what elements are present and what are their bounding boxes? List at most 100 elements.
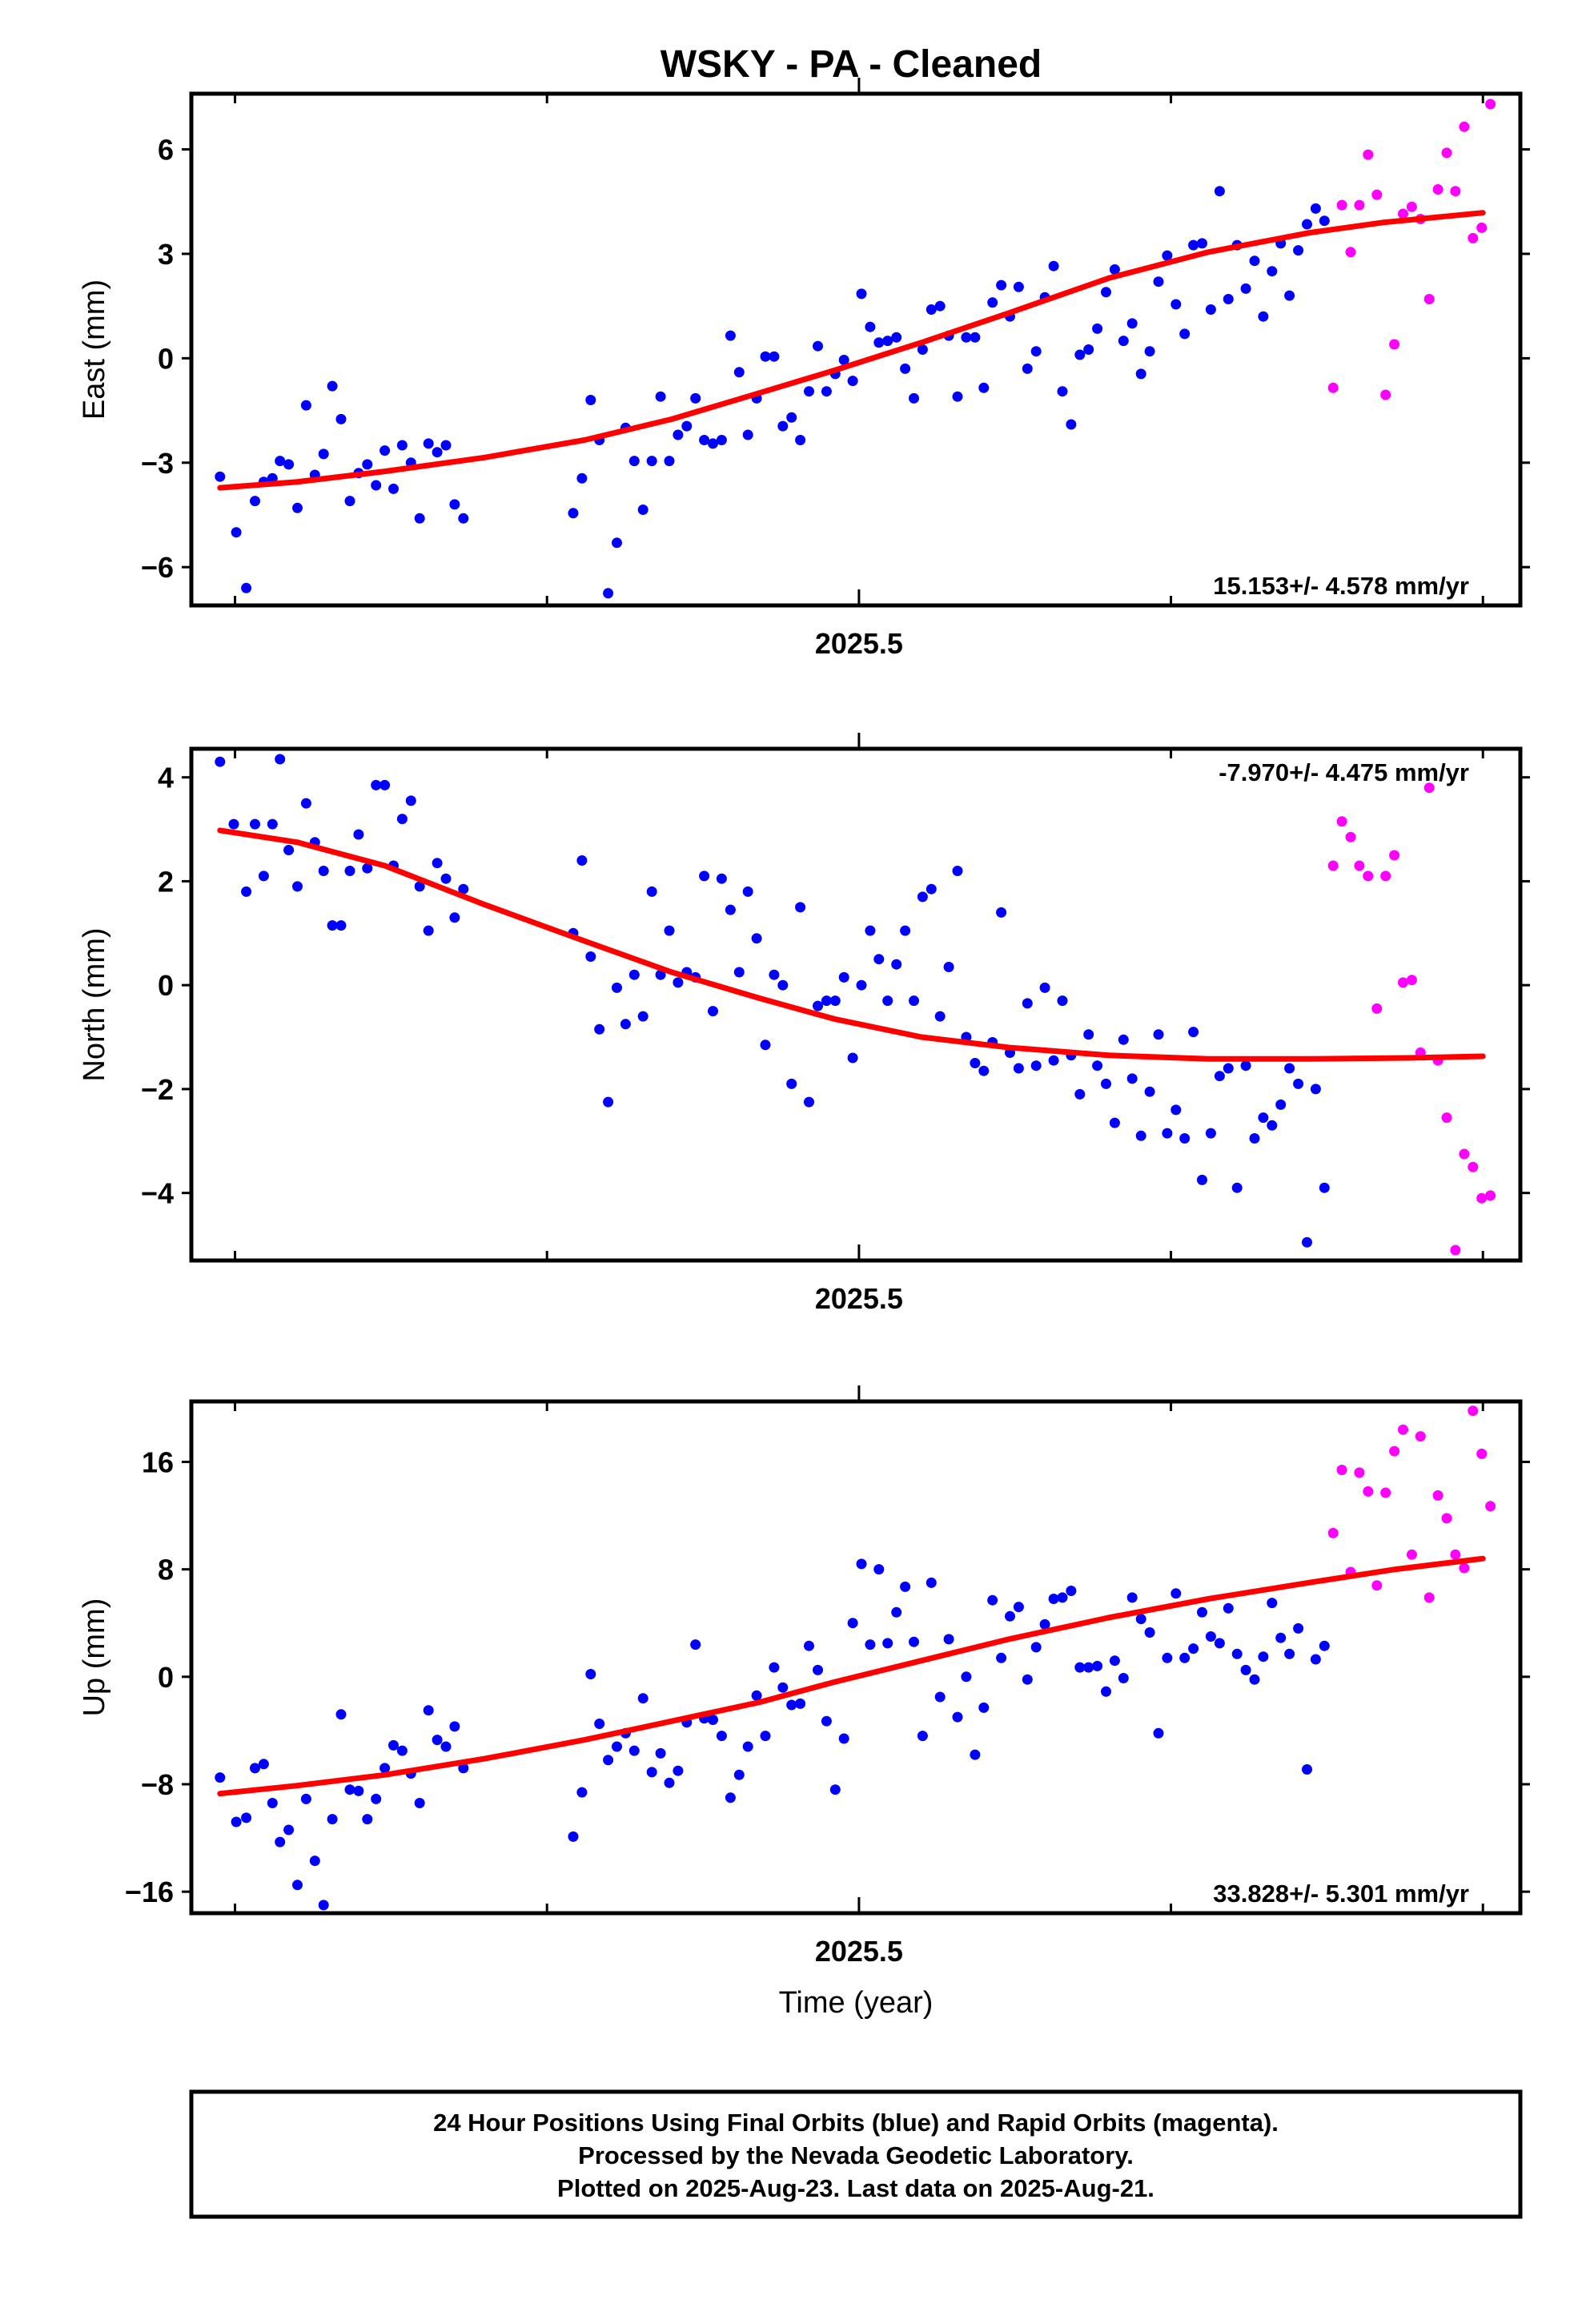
data-point (1432, 184, 1443, 195)
data-point (1293, 1078, 1304, 1089)
data-point (258, 1759, 269, 1770)
data-point (847, 1618, 858, 1629)
data-point (1223, 294, 1234, 304)
data-point (716, 435, 727, 445)
data-point (1179, 328, 1191, 340)
y-tick-label: 16 (142, 1445, 174, 1478)
data-point (1302, 1764, 1312, 1775)
data-point (1179, 1133, 1191, 1144)
data-point (699, 435, 710, 445)
data-point (275, 1836, 286, 1848)
data-point (725, 330, 736, 341)
data-point (1179, 1652, 1191, 1663)
data-point (891, 1606, 902, 1618)
y-tick-label: −3 (141, 447, 174, 480)
data-point (873, 1564, 885, 1575)
data-point (637, 1011, 648, 1022)
data-point (1258, 1112, 1269, 1124)
data-point (250, 818, 260, 830)
data-point (1389, 850, 1400, 861)
data-point (1275, 1632, 1287, 1643)
data-point (449, 499, 460, 510)
data-point (1057, 995, 1068, 1007)
data-point (432, 1735, 443, 1746)
data-point (1101, 287, 1111, 298)
data-point (996, 1652, 1007, 1663)
footer-line-2: Processed by the Nevada Geodetic Laborat… (578, 2141, 1134, 2169)
data-point (673, 429, 684, 440)
data-point (1354, 860, 1365, 871)
data-point (1380, 1487, 1391, 1498)
data-point (1170, 1104, 1182, 1116)
data-point (267, 1798, 278, 1808)
footer-line-3: Plotted on 2025-Aug-23. Last data on 202… (557, 2174, 1154, 2202)
data-point (664, 456, 675, 467)
data-point (891, 332, 902, 343)
data-point (1468, 232, 1479, 243)
data-point (362, 1814, 373, 1825)
data-point (318, 1900, 329, 1911)
data-point (655, 1747, 666, 1759)
data-point (250, 1763, 260, 1774)
data-point (646, 886, 657, 897)
data-point (690, 392, 701, 404)
data-point (1319, 1640, 1330, 1651)
data-point (1039, 1618, 1050, 1630)
data-point (786, 412, 797, 423)
data-point (909, 1636, 919, 1647)
up-series-final (215, 1558, 1330, 1911)
data-point (777, 979, 789, 991)
chart-title: WSKY - PA - Cleaned (661, 43, 1042, 86)
data-point (379, 779, 391, 790)
data-point (987, 297, 998, 308)
data-point (1197, 1606, 1207, 1618)
data-point (856, 1558, 867, 1570)
data-point (1423, 782, 1435, 794)
data-point (1231, 1182, 1243, 1193)
data-point (795, 435, 806, 445)
data-point (838, 1733, 849, 1744)
data-point (1153, 276, 1164, 287)
data-point (283, 845, 295, 855)
data-point (1092, 323, 1103, 334)
trend-line (217, 827, 1486, 1062)
y-tick-label: 8 (158, 1554, 174, 1586)
data-point (1363, 1486, 1374, 1497)
data-point (458, 883, 469, 895)
y-tick-label: −4 (141, 1177, 174, 1210)
data-point (1450, 1244, 1461, 1256)
data-point (1197, 238, 1207, 249)
data-point (318, 866, 329, 876)
y-tick-label: −6 (141, 551, 174, 584)
y-tick-label: 0 (158, 342, 174, 375)
data-point (900, 1581, 911, 1592)
data-point (1022, 1674, 1033, 1685)
data-point (1109, 1117, 1120, 1128)
data-point (865, 925, 876, 936)
plot-frame (189, 91, 1523, 608)
data-point (1188, 1643, 1199, 1655)
data-point (396, 814, 408, 825)
data-point (1074, 349, 1086, 360)
data-point (1319, 215, 1330, 227)
panels-group: −6 −3 0 3 6 2025.5 15.153+/- 4.578 mm/yr East (… (78, 78, 1530, 2020)
data-point (943, 1634, 954, 1645)
data-point (673, 1765, 684, 1776)
y-axis-label: Up (mm) (78, 1598, 111, 1717)
data-point (628, 969, 640, 980)
data-point (432, 447, 443, 458)
data-point (777, 420, 789, 432)
data-point (432, 858, 443, 869)
data-point (847, 376, 858, 387)
y-tick-label: −16 (125, 1876, 174, 1908)
data-point (1450, 186, 1461, 197)
data-point (440, 1741, 452, 1752)
data-point (742, 1741, 753, 1752)
data-point (900, 363, 911, 374)
data-point (335, 1709, 347, 1720)
data-point (267, 818, 278, 830)
data-point (1231, 1648, 1243, 1659)
data-point (344, 866, 355, 876)
data-point (733, 1769, 745, 1780)
